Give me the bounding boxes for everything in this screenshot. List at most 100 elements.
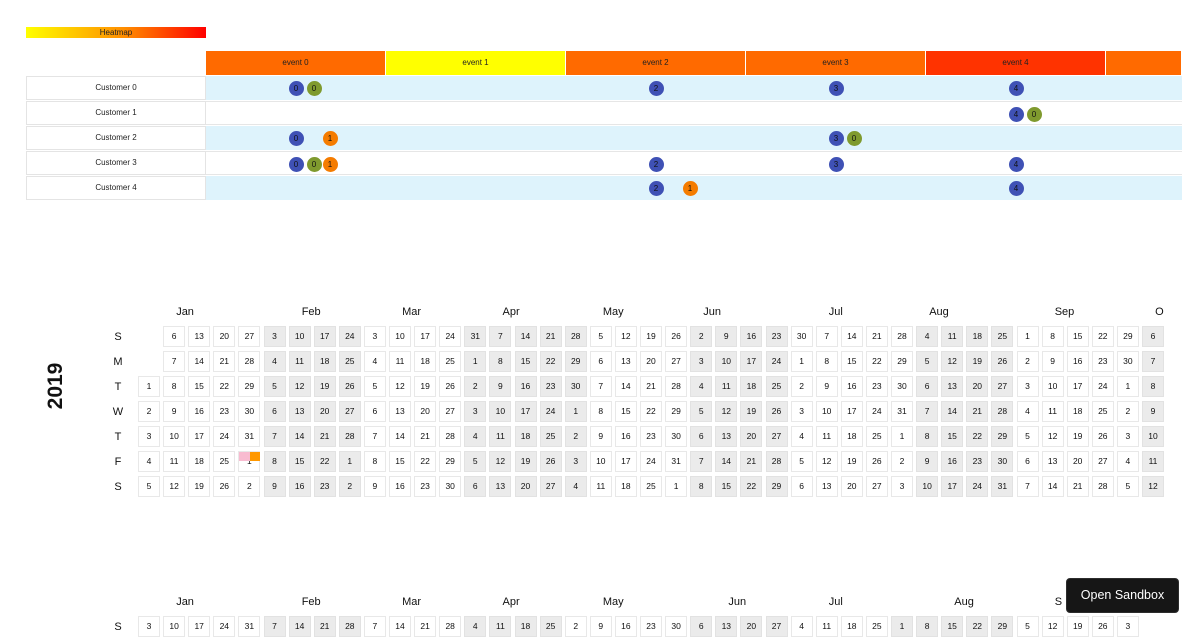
calendar-day-cell[interactable]: 16: [614, 616, 637, 637]
calendar-day-cell[interactable]: 18: [414, 351, 437, 372]
calendar-day-cell[interactable]: 29: [439, 451, 462, 472]
open-sandbox-button[interactable]: Open Sandbox: [1066, 578, 1179, 613]
calendar-day-cell[interactable]: 13: [1041, 451, 1064, 472]
calendar-day-cell[interactable]: 27: [1091, 451, 1114, 472]
calendar-day-cell[interactable]: 2: [464, 376, 487, 397]
calendar-day-cell[interactable]: 21: [865, 326, 888, 347]
calendar-day-cell[interactable]: 4: [1116, 451, 1139, 472]
calendar-day-cell[interactable]: 4: [790, 426, 813, 447]
event-marker[interactable]: 0: [288, 80, 304, 96]
calendar-day-cell[interactable]: 25: [991, 326, 1014, 347]
calendar-day-cell[interactable]: 21: [1066, 476, 1089, 497]
calendar-day-cell[interactable]: 12: [489, 451, 512, 472]
calendar-day-cell[interactable]: 1: [564, 401, 587, 422]
calendar-day-cell[interactable]: 9: [589, 426, 612, 447]
calendar-day-cell[interactable]: 5: [916, 351, 939, 372]
calendar-day-cell[interactable]: 21: [414, 426, 437, 447]
event-marker[interactable]: 3: [828, 80, 844, 96]
calendar-day-cell[interactable]: 26: [991, 351, 1014, 372]
calendar-day-cell[interactable]: 3: [363, 326, 386, 347]
calendar-day-cell[interactable]: 3: [690, 351, 713, 372]
calendar-day-cell[interactable]: 13: [941, 376, 964, 397]
calendar-day-cell[interactable]: 13: [715, 616, 738, 637]
calendar-day-cell[interactable]: 1: [338, 451, 361, 472]
calendar-day-cell[interactable]: 23: [539, 376, 562, 397]
calendar-day-cell[interactable]: 12: [614, 326, 637, 347]
calendar-day-cell[interactable]: 28: [439, 616, 462, 637]
calendar-day-cell[interactable]: 18: [514, 616, 537, 637]
calendar-day-cell[interactable]: 26: [338, 376, 361, 397]
calendar-day-cell[interactable]: 11: [941, 326, 964, 347]
calendar-day-cell[interactable]: 4: [564, 476, 587, 497]
calendar-day-cell[interactable]: 20: [1066, 451, 1089, 472]
calendar-day-cell[interactable]: 13: [389, 401, 411, 422]
calendar-day-cell[interactable]: 19: [640, 326, 662, 347]
calendar-day-cell[interactable]: 27: [539, 476, 562, 497]
calendar-day-cell[interactable]: 16: [389, 476, 411, 497]
calendar-day-cell[interactable]: 11: [1041, 401, 1064, 422]
calendar-day-cell[interactable]: 28: [238, 351, 261, 372]
calendar-day-cell[interactable]: 15: [288, 451, 311, 472]
calendar-day-cell[interactable]: 7: [263, 426, 286, 447]
calendar-day-cell[interactable]: 25: [338, 351, 361, 372]
calendar-day-cell[interactable]: 12: [1142, 476, 1164, 497]
calendar-day-cell[interactable]: 21: [966, 401, 989, 422]
calendar-day-cell[interactable]: 25: [539, 426, 562, 447]
calendar-day-cell[interactable]: 6: [916, 376, 939, 397]
calendar-day-cell[interactable]: 31: [238, 426, 261, 447]
calendar-day-cell[interactable]: 3: [1116, 426, 1139, 447]
calendar-day-cell[interactable]: 21: [213, 351, 236, 372]
calendar-day-cell[interactable]: 5: [1016, 616, 1039, 637]
calendar-day-cell[interactable]: 30: [991, 451, 1014, 472]
calendar-day-cell[interactable]: 6: [163, 326, 186, 347]
calendar-day-cell[interactable]: 26: [213, 476, 236, 497]
calendar-day-cell[interactable]: 23: [1091, 351, 1114, 372]
calendar-day-cell[interactable]: 10: [389, 326, 411, 347]
calendar-day-cell[interactable]: 4: [464, 426, 487, 447]
calendar-day-cell[interactable]: 11: [163, 451, 186, 472]
calendar-day-cell[interactable]: 4: [1016, 401, 1039, 422]
calendar-day-cell[interactable]: 2: [338, 476, 361, 497]
calendar-day-cell[interactable]: 10: [916, 476, 939, 497]
calendar-day-cell[interactable]: 24: [765, 351, 788, 372]
calendar-day-cell[interactable]: 2: [238, 476, 261, 497]
calendar-day-cell[interactable]: 12: [288, 376, 311, 397]
calendar-day-cell[interactable]: 7: [589, 376, 612, 397]
calendar-day-cell[interactable]: 7: [363, 616, 386, 637]
calendar-day-cell[interactable]: 29: [991, 616, 1014, 637]
calendar-day-cell[interactable]: 6: [464, 476, 487, 497]
calendar-day-cell[interactable]: 1: [1016, 326, 1039, 347]
calendar-day-cell[interactable]: 15: [514, 351, 537, 372]
calendar-day-cell[interactable]: 31: [665, 451, 688, 472]
calendar-day-cell[interactable]: 9: [489, 376, 512, 397]
calendar-day-cell[interactable]: 25: [439, 351, 462, 372]
calendar-day-cell[interactable]: 3: [1116, 616, 1139, 637]
calendar-day-cell[interactable]: 2: [690, 326, 713, 347]
calendar-day-cell[interactable]: 28: [1091, 476, 1114, 497]
calendar-day-cell[interactable]: 11: [1142, 451, 1164, 472]
calendar-day-cell[interactable]: 11: [715, 376, 738, 397]
calendar-day-cell[interactable]: 2: [891, 451, 913, 472]
calendar-day-cell[interactable]: 19: [966, 351, 989, 372]
calendar-day-cell[interactable]: 17: [840, 401, 863, 422]
event-marker[interactable]: 0: [306, 80, 322, 96]
event-header-1[interactable]: event 1: [386, 51, 566, 75]
calendar-day-cell[interactable]: 24: [539, 401, 562, 422]
calendar-day-cell[interactable]: 23: [640, 426, 662, 447]
calendar-day-cell[interactable]: 25: [865, 616, 888, 637]
event-marker[interactable]: 3: [828, 130, 844, 146]
calendar-day-cell[interactable]: 27: [238, 326, 261, 347]
calendar-day-cell[interactable]: 6: [790, 476, 813, 497]
calendar-day-cell[interactable]: 3: [464, 401, 487, 422]
calendar-day-cell[interactable]: 21: [313, 616, 336, 637]
calendar-day-cell[interactable]: 3: [790, 401, 813, 422]
event-marker[interactable]: 0: [288, 130, 304, 146]
calendar-day-cell[interactable]: 25: [539, 616, 562, 637]
calendar-day-cell[interactable]: 5: [363, 376, 386, 397]
calendar-day-cell[interactable]: 8: [916, 616, 939, 637]
calendar-day-cell[interactable]: 28: [338, 426, 361, 447]
calendar-day-cell[interactable]: 6: [363, 401, 386, 422]
calendar-day-cell[interactable]: 2: [1016, 351, 1039, 372]
calendar-day-cell[interactable]: 28: [338, 616, 361, 637]
calendar-day-cell[interactable]: 19: [188, 476, 211, 497]
